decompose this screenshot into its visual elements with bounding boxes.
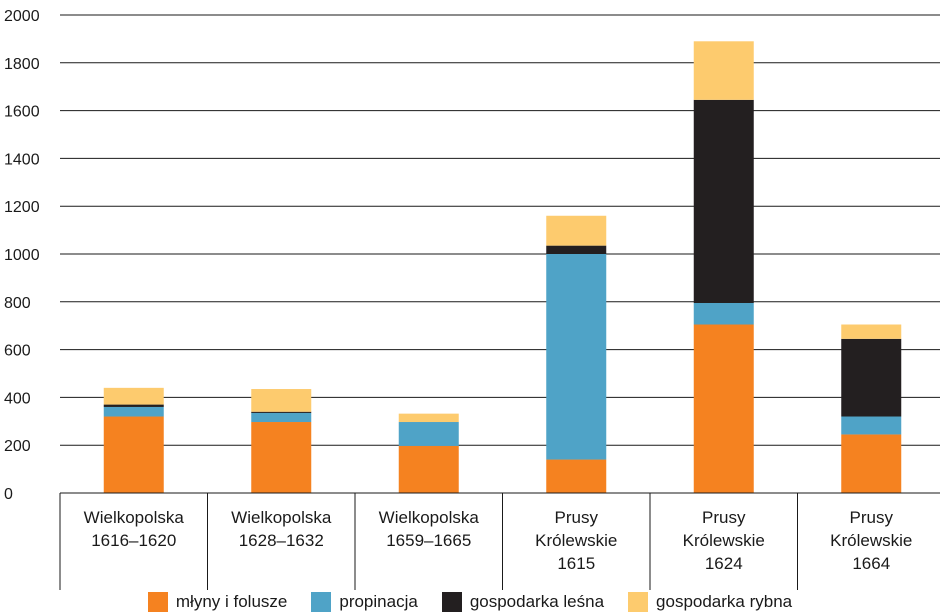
bars bbox=[103, 41, 902, 493]
y-tick-label: 600 bbox=[4, 343, 31, 360]
legend-label: gospodarka leśna bbox=[469, 592, 605, 611]
legend-item: gospodarka leśna bbox=[441, 592, 605, 612]
bar-segment bbox=[841, 416, 902, 435]
x-category-label: Prusy Królewskie 1624 bbox=[683, 508, 765, 573]
y-tick-label: 1200 bbox=[4, 199, 40, 216]
legend-label: gospodarka rybna bbox=[656, 592, 793, 611]
x-category-label: Wielkopolska 1659–1665 bbox=[379, 508, 480, 550]
legend-swatch bbox=[628, 592, 649, 612]
y-tick-label: 400 bbox=[4, 390, 31, 407]
bar-segment bbox=[546, 245, 607, 254]
x-category-label-line: 1628–1632 bbox=[239, 531, 324, 550]
x-category-label-line: Wielkopolska bbox=[84, 508, 185, 527]
x-axis-category-labels: Wielkopolska 1616–1620 Wielkopolska 1628–16… bbox=[84, 508, 913, 573]
x-category-label: Wielkopolska 1628–1632 bbox=[231, 508, 332, 550]
bar-segment bbox=[546, 254, 607, 460]
legend-item: propinacja bbox=[311, 592, 418, 612]
legend-item: gospodarka rybna bbox=[628, 592, 792, 612]
y-tick-label: 200 bbox=[4, 438, 31, 455]
x-category-label-line: Wielkopolska bbox=[379, 508, 480, 527]
bar-segment bbox=[841, 338, 902, 417]
bar-segment bbox=[693, 302, 754, 325]
bar-segment bbox=[251, 422, 312, 493]
y-tick-label: 0 bbox=[4, 486, 13, 503]
bar-segment bbox=[103, 406, 164, 417]
x-category-label: Wielkopolska 1616–1620 bbox=[84, 508, 185, 550]
y-axis-tick-labels: 0 200 400 600 800 1000 1200 1400 1600 1800 2000 bbox=[4, 8, 40, 503]
x-axis bbox=[59, 492, 940, 590]
bar-segment bbox=[693, 41, 754, 100]
x-category-label-line: Prusy bbox=[702, 508, 746, 527]
bar-segment bbox=[251, 389, 312, 412]
x-category-label-line: 1664 bbox=[852, 554, 890, 573]
x-category-label: Prusy Królewskie 1664 bbox=[830, 508, 912, 573]
bar-segment bbox=[398, 413, 459, 423]
bar-segment bbox=[841, 324, 902, 339]
bar-segment bbox=[103, 404, 164, 407]
bar-segment bbox=[398, 445, 459, 493]
x-category-label-line: Królewskie bbox=[683, 531, 765, 550]
y-tick-label: 800 bbox=[4, 295, 31, 312]
x-category-label: Prusy Królewskie 1615 bbox=[535, 508, 617, 573]
legend-label: młyny i folusze bbox=[175, 592, 288, 611]
y-tick-label: 2000 bbox=[4, 8, 40, 25]
legend-swatch bbox=[441, 592, 462, 612]
y-tick-label: 1800 bbox=[4, 56, 40, 73]
y-tick-label: 1000 bbox=[4, 247, 40, 264]
x-category-label-line: 1615 bbox=[557, 554, 595, 573]
x-category-label-line: Prusy bbox=[850, 508, 894, 527]
bar-segment bbox=[398, 422, 459, 446]
bar-segment bbox=[693, 324, 754, 493]
x-category-label-line: 1659–1665 bbox=[386, 531, 471, 550]
legend-label: propinacja bbox=[339, 592, 418, 611]
legend-swatch bbox=[147, 592, 168, 612]
bar-segment bbox=[546, 459, 607, 493]
x-category-label-line: 1616–1620 bbox=[91, 531, 176, 550]
stacked-bar-chart: 0 200 400 600 800 1000 1200 1400 1600 1800 2000 Wi… bbox=[4, 8, 940, 590]
bar-segment bbox=[103, 387, 164, 405]
bar-segment bbox=[546, 215, 607, 246]
x-category-label-line: 1624 bbox=[705, 554, 743, 573]
y-tick-label: 1400 bbox=[4, 151, 40, 168]
x-category-label-line: Królewskie bbox=[830, 531, 912, 550]
bar-segment bbox=[693, 99, 754, 303]
legend-swatch bbox=[311, 592, 332, 612]
bar-segment bbox=[841, 434, 902, 493]
x-category-label-line: Prusy bbox=[555, 508, 599, 527]
bar-segment bbox=[103, 416, 164, 493]
y-tick-label: 1600 bbox=[4, 104, 40, 121]
legend: młyny i folusze propinacja gospodarka leśn… bbox=[0, 590, 940, 614]
x-category-label-line: Wielkopolska bbox=[231, 508, 332, 527]
bar-segment bbox=[251, 412, 312, 423]
bar-segment bbox=[251, 411, 312, 413]
x-category-label-line: Królewskie bbox=[535, 531, 617, 550]
legend-item: młyny i folusze bbox=[147, 592, 288, 612]
gridlines bbox=[60, 14, 940, 446]
